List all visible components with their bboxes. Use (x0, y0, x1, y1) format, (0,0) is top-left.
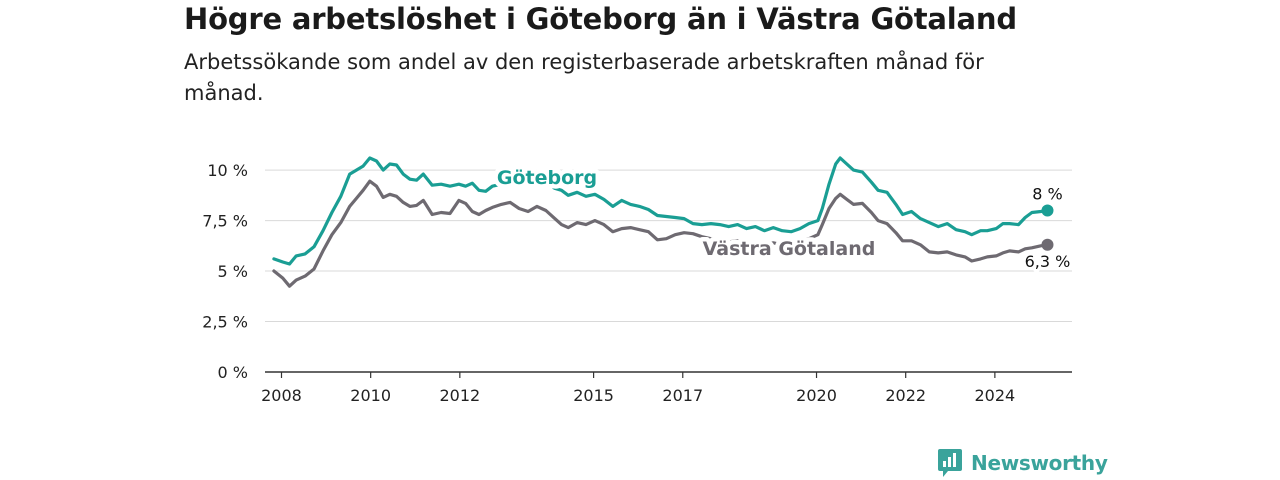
end-value-label: 6,3 % (1025, 252, 1071, 271)
y-tick-label: 7,5 % (202, 212, 248, 231)
x-tick-label: 2015 (573, 386, 614, 405)
series-name-label: Västra Götaland (703, 238, 876, 260)
brand-logo: Newsworthy (937, 448, 1108, 478)
x-tick-label: 2012 (439, 386, 480, 405)
series-line-1 (272, 179, 1050, 288)
y-axis: 0 % 2,5 % 5 % 7,5 % 10 % (202, 161, 248, 382)
newsworthy-logo-icon (938, 449, 962, 477)
series-name-halo: Göteborg (497, 167, 597, 189)
series-name-halo: Västra Götaland (703, 238, 876, 260)
end-value-halo: 6,3 % (1025, 252, 1071, 271)
gridlines (265, 169, 1072, 323)
chart-subtitle: Arbetssökande som andel av den registerb… (184, 50, 984, 105)
y-tick-label: 2,5 % (202, 313, 248, 332)
y-tick-label: 5 % (218, 262, 248, 281)
x-tick-label: 2020 (796, 386, 837, 405)
brand-name: Newsworthy (971, 451, 1108, 475)
chart-title: Högre arbetslöshet i Göteborg än i Västr… (184, 2, 1017, 36)
x-tick-label: 2024 (975, 386, 1016, 405)
x-tick-label: 2022 (885, 386, 926, 405)
end-value-halo: 8 % (1032, 184, 1062, 203)
series-name-label: Göteborg (497, 167, 597, 189)
y-tick-label: 10 % (207, 161, 248, 180)
series-line-0 (272, 156, 1050, 266)
series-lines (272, 156, 1054, 288)
y-tick-label: 0 % (218, 363, 248, 382)
series-end-point-1 (1041, 238, 1054, 251)
x-tick-label: 2008 (261, 386, 302, 405)
x-tick-label: 2010 (350, 386, 391, 405)
x-axis: 2008 2010 2012 2015 2017 2020 2022 2024 (261, 371, 1072, 405)
series-end-point-0 (1041, 204, 1054, 217)
x-tick-label: 2017 (662, 386, 703, 405)
end-value-label: 8 % (1032, 184, 1062, 203)
